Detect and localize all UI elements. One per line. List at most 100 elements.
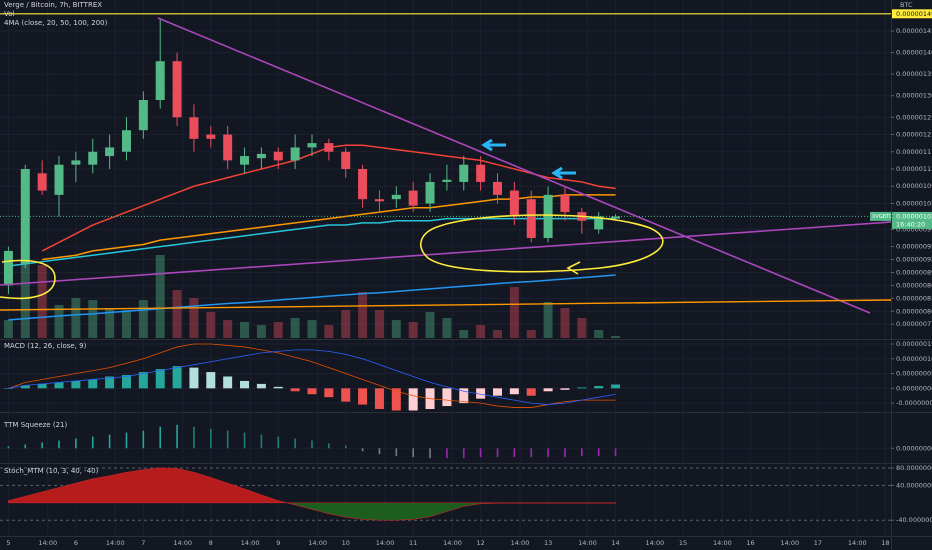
- x-tick-label: 14: [611, 539, 619, 547]
- x-tick-label: 14:00: [646, 539, 665, 547]
- volume-bar: [594, 330, 604, 338]
- histogram-bar: [611, 384, 621, 389]
- highlight-ellipse: [420, 214, 664, 273]
- momentum-bar: [176, 424, 178, 449]
- candle-body: [425, 181, 435, 204]
- candle-body: [594, 216, 604, 230]
- y-tick-label: 0.00000077: [896, 320, 932, 328]
- histogram-bar: [223, 376, 233, 389]
- candle-body: [240, 156, 250, 165]
- x-tick-label: 12: [476, 539, 484, 547]
- momentum-bar: [277, 436, 280, 449]
- x-tick-label: 14:00: [578, 539, 597, 547]
- histogram-bar: [560, 388, 570, 390]
- volume-bar: [54, 305, 64, 338]
- histogram-bar: [3, 388, 13, 389]
- x-tick-label: 14:00: [173, 539, 192, 547]
- x-tick-label: 16: [746, 539, 754, 547]
- candle-body: [459, 164, 469, 182]
- momentum-bar: [125, 432, 128, 449]
- histogram-bar: [54, 382, 64, 389]
- histogram-bar: [155, 369, 165, 389]
- momentum-bar: [328, 443, 330, 449]
- momentum-bar: [108, 434, 111, 449]
- candle-body: [307, 143, 317, 148]
- candle-body: [88, 151, 98, 165]
- pane-title: Stoch_MTM (10, 3, 40, -40): [4, 467, 99, 475]
- momentum-bar: [7, 446, 10, 449]
- momentum-bar: [361, 448, 364, 452]
- y-tick-label: 0.00000113: [896, 165, 932, 173]
- momentum-bar: [142, 430, 145, 449]
- momentum-bar: [91, 436, 94, 449]
- momentum-bar: [58, 440, 60, 449]
- moving-average: [42, 194, 616, 261]
- histogram-bar: [442, 388, 452, 407]
- chart-title: Verge / Bitcoin, 7h, BITTREX: [4, 1, 102, 9]
- volume-bar: [577, 318, 587, 338]
- ma-title: 4MA (close, 20, 50, 100, 200): [4, 19, 108, 27]
- candle-body: [492, 181, 502, 195]
- oscillator-area: [8, 467, 616, 521]
- histogram-bar: [240, 380, 250, 389]
- momentum-bar: [75, 438, 77, 449]
- histogram-bar: [206, 372, 216, 389]
- volume-bar: [138, 300, 148, 338]
- candle-body: [611, 216, 621, 219]
- volume-bar: [240, 322, 250, 338]
- momentum-bar: [597, 448, 600, 457]
- volume-bar: [324, 325, 334, 338]
- histogram-bar: [273, 386, 283, 389]
- y-tick-label: -40.00000000: [896, 516, 932, 524]
- volume-bar: [526, 330, 536, 338]
- candle-body: [223, 134, 233, 161]
- x-tick-label: 13: [544, 539, 552, 547]
- momentum-bar: [496, 448, 499, 458]
- x-tick-label: 14:00: [38, 539, 57, 547]
- candle-body: [121, 130, 131, 152]
- momentum-bar: [462, 448, 465, 459]
- candle-body: [408, 190, 418, 206]
- volume-bar: [543, 302, 553, 338]
- histogram-bar: [358, 388, 368, 405]
- y-tick-label: 0.00000015: [896, 340, 932, 348]
- price-tag-label: 0.00000149: [896, 10, 932, 18]
- histogram-bar: [121, 375, 131, 389]
- y-tick-label: 0.00000117: [896, 148, 932, 156]
- volume-bar: [509, 287, 519, 338]
- volume-bar: [442, 318, 452, 338]
- histogram-bar: [543, 388, 553, 392]
- candle-body: [138, 100, 148, 131]
- x-tick-label: 11: [409, 539, 417, 547]
- pane-title: MACD (12, 26, close, 9): [4, 342, 87, 350]
- histogram-bar: [20, 385, 30, 389]
- histogram-bar: [256, 383, 266, 389]
- candle-body: [391, 194, 401, 200]
- x-tick-label: 15: [679, 539, 687, 547]
- y-tick-label: 0.00000089: [896, 268, 932, 276]
- histogram-bar: [459, 388, 469, 404]
- candle-body: [442, 179, 452, 182]
- histogram-bar: [105, 376, 115, 389]
- volume-bar: [189, 298, 199, 338]
- y-tick-label: 0.00000145: [896, 27, 932, 35]
- candle-body: [476, 164, 486, 182]
- histogram-bar: [408, 388, 418, 411]
- momentum-bar: [412, 448, 414, 458]
- histogram-bar: [290, 388, 300, 392]
- momentum-bar: [429, 448, 431, 459]
- volume-bar: [20, 262, 30, 338]
- volume-bar: [425, 312, 435, 338]
- drawings: [0, 17, 892, 314]
- candle-body: [324, 143, 334, 152]
- volume-bar: [341, 310, 351, 338]
- y-tick-label: 0.00000121: [896, 131, 932, 139]
- momentum-bar: [547, 448, 549, 458]
- candle-body: [105, 147, 115, 157]
- candle-body: [256, 153, 266, 159]
- pane-title: TTM Squeeze (21): [3, 421, 67, 429]
- y-tick-label: 0.00000000: [896, 384, 932, 392]
- volume-bar: [459, 330, 469, 338]
- momentum-bar: [260, 434, 263, 449]
